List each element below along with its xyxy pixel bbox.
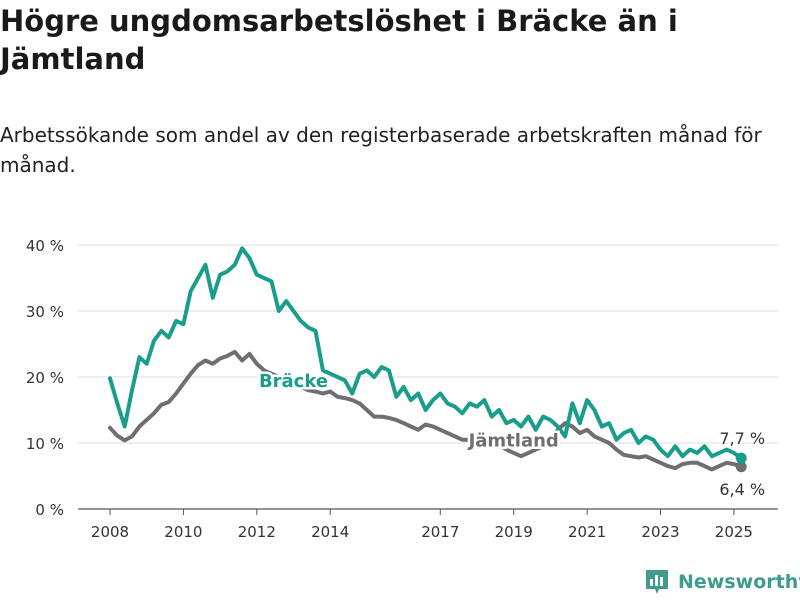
x-tick-label: 2008 — [91, 523, 129, 541]
y-tick-label: 20 % — [26, 369, 64, 387]
bracke-line — [108, 246, 744, 461]
jamtland-end-label: 6,4 % — [719, 480, 765, 499]
x-tick-label: 2010 — [164, 523, 202, 541]
jamtland-end-point — [735, 461, 747, 473]
bracke-end-label: 7,7 % — [719, 429, 765, 448]
newsworthy-logo: Newsworthy — [644, 568, 800, 596]
y-axis-labels: 0 % 10 % 20 % 30 % 40 % — [26, 237, 64, 519]
newsworthy-logo-icon — [646, 570, 668, 594]
x-axis: 2008 2010 2012 2014 2017 2019 2021 2023 2025 — [91, 509, 753, 541]
jamtland-line — [108, 349, 744, 472]
gridlines — [78, 244, 778, 510]
x-tick-label: 2021 — [568, 523, 606, 541]
x-tick-label: 2023 — [641, 523, 679, 541]
x-tick-label: 2019 — [495, 523, 533, 541]
x-tick-label: 2012 — [238, 523, 276, 541]
y-tick-label: 10 % — [26, 435, 64, 453]
bracke-series-label: Bräcke — [259, 371, 328, 392]
y-tick-label: 0 % — [35, 501, 64, 519]
bracke-end-point — [735, 452, 747, 464]
series-lines — [108, 246, 747, 473]
series-labels: Jämtland Bräcke 7,7 % 6,4 % — [256, 368, 767, 500]
jamtland-series-label: Jämtland — [467, 430, 559, 451]
chart-title: Högre ungdomsarbetslöshet i Bräcke än i … — [0, 4, 678, 76]
brand-name: Newsworthy — [678, 571, 800, 593]
x-tick-label: 2014 — [311, 523, 349, 541]
line-chart: 0 % 10 % 20 % 30 % 40 % 2008 2010 2012 2014 2017… — [26, 237, 778, 541]
x-tick-label: 2017 — [421, 523, 459, 541]
chart-subtitle: Arbetssökande som andel av den registerb… — [0, 123, 762, 177]
x-tick-label: 2025 — [715, 523, 753, 541]
y-tick-label: 40 % — [26, 237, 64, 255]
y-tick-label: 30 % — [26, 303, 64, 321]
